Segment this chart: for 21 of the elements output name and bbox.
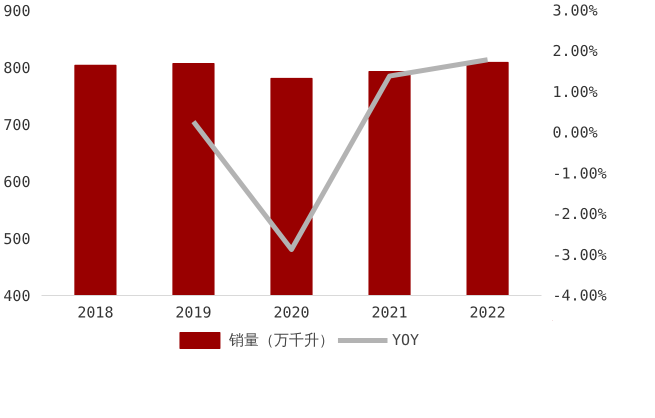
y2-tick-label: 2.00% [552, 42, 598, 60]
y2-tick-label: 1.00% [552, 82, 598, 101]
y-tick-label: 800 [3, 59, 30, 77]
y2-tick-label: -2.00% [552, 205, 607, 224]
y2-tick-label: 3.00% [552, 2, 598, 20]
y2-tick-label: -4.00% [552, 286, 607, 304]
y-tick-label: 400 [3, 287, 30, 305]
y-tick-label: 900 [3, 2, 30, 20]
y2-tick-label: -3.00% [552, 246, 607, 264]
legend-label: 销量（万千升） [228, 330, 334, 350]
x-tick-label: 2021 [371, 304, 408, 322]
x-tick-label: 2018 [77, 304, 114, 322]
y-tick-label: 600 [3, 173, 30, 191]
y-tick-label: 700 [3, 116, 30, 134]
y-tick-label: 500 [3, 230, 30, 248]
x-tick-label: 2022 [470, 304, 506, 322]
legend-label: YOY [392, 331, 420, 349]
x-tick-label: 2019 [175, 304, 212, 322]
y2-tick-label: 0.00% [552, 124, 598, 142]
y2-tick-label: -1.00% [552, 164, 607, 182]
x-tick-label: 2020 [273, 304, 310, 322]
